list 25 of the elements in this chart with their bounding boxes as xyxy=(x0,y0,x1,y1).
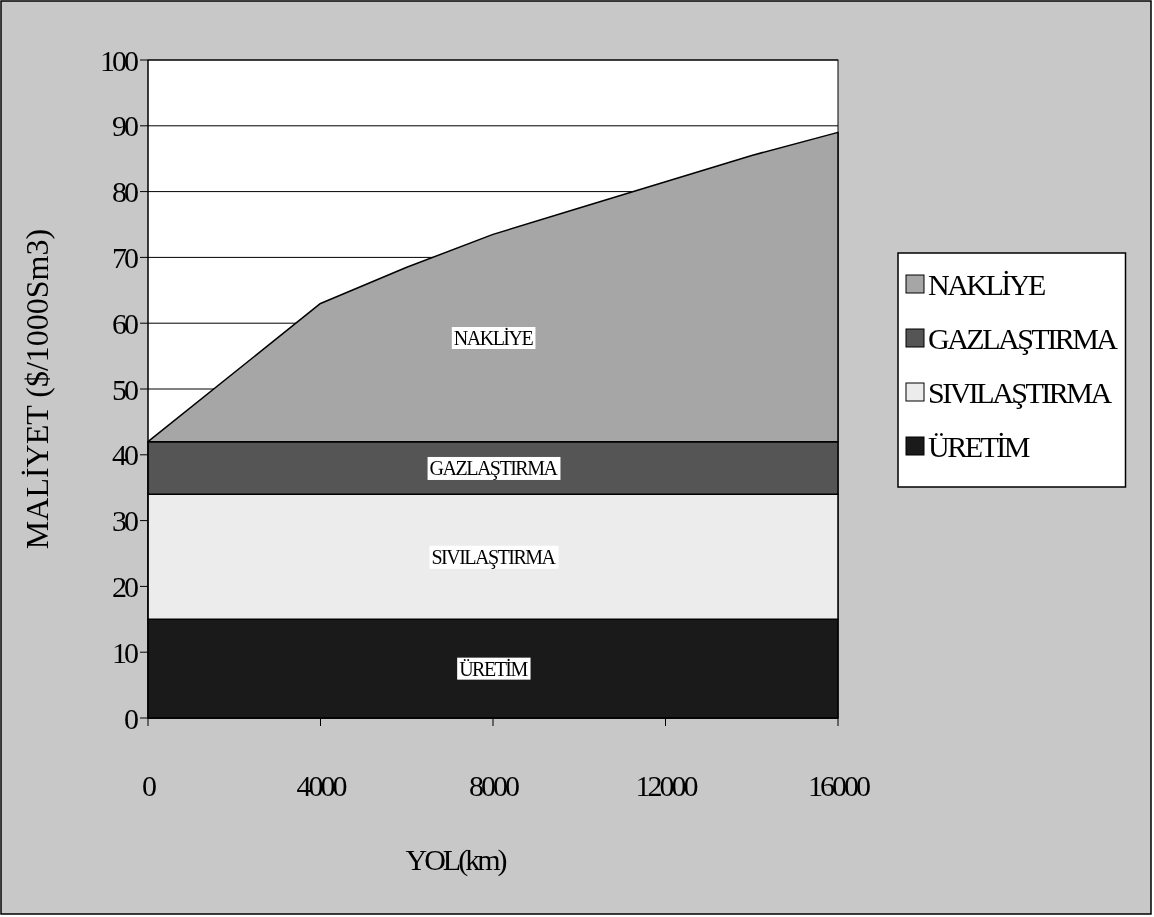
y-tick-label: 80 xyxy=(112,175,138,209)
y-tick-label: 70 xyxy=(112,240,138,274)
y-tick-label: 20 xyxy=(112,569,138,603)
text: ÜRETİM xyxy=(459,657,527,680)
x-tick-label: 12000 xyxy=(635,769,698,802)
x-tick-label: 16000 xyxy=(808,769,870,802)
y-tick-label: 100 xyxy=(100,43,138,77)
legend-label: ÜRETİM xyxy=(928,429,1030,463)
x-axis-title: YOL(km) xyxy=(405,843,507,877)
text: NAKLİYE xyxy=(453,327,533,350)
text: SIVILAŞTIRMA xyxy=(431,545,555,568)
y-tick-label: 0 xyxy=(124,701,138,735)
legend-label: SIVILAŞTIRMA xyxy=(928,375,1113,409)
y-tick-label: 10 xyxy=(112,635,138,669)
legend-label: NAKLİYE xyxy=(928,267,1045,301)
y-tick-label: 40 xyxy=(112,438,138,472)
y-axis-title: MALİYET ($/1000Sm3) xyxy=(19,228,55,550)
y-tick-label: 30 xyxy=(112,504,138,538)
x-tick-label: 4000 xyxy=(296,769,347,802)
text: GAZLAŞTIRMA xyxy=(429,456,557,479)
x-tick-label: 8000 xyxy=(469,769,519,802)
y-tick-label: 90 xyxy=(112,109,138,143)
legend-label: GAZLAŞTIRMA xyxy=(928,321,1119,355)
y-tick-label: 60 xyxy=(112,306,138,340)
y-tick-label: 50 xyxy=(112,372,138,406)
